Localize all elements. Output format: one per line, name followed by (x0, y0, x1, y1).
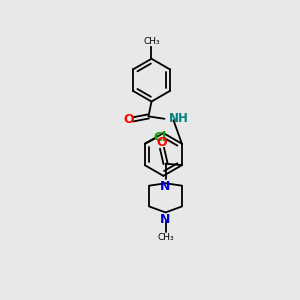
Text: O: O (123, 113, 134, 126)
Text: Cl: Cl (154, 131, 167, 144)
Text: O: O (157, 136, 167, 149)
Text: NH: NH (168, 112, 188, 125)
Text: CH₃: CH₃ (157, 233, 174, 242)
Text: CH₃: CH₃ (143, 37, 160, 46)
Text: N: N (160, 213, 171, 226)
Text: N: N (160, 180, 171, 193)
